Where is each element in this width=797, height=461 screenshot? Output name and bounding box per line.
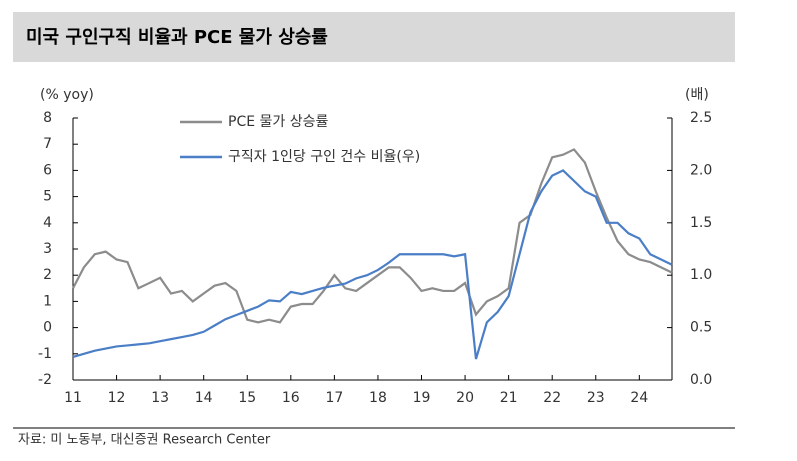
source: 자료: 미 노동부, 대신증권 Research Center [18, 433, 271, 448]
y2-tick-label: 2.5 [690, 110, 712, 126]
x-tick-label: 21 [500, 390, 518, 406]
y2-tick-label: 0.0 [690, 372, 712, 388]
title-bar [13, 12, 735, 62]
y-tick-label: 7 [43, 136, 52, 152]
x-tick-label: 22 [543, 390, 561, 406]
legend-label: 구직자 1인당 구인 건수 비율(우) [228, 149, 420, 165]
x-tick-label: 11 [64, 390, 82, 406]
y-tick-label: -1 [38, 346, 52, 362]
chart-title: 미국 구인구직 비율과 PCE 물가 상승률 [26, 27, 328, 48]
series-line [72, 148, 673, 324]
y2-tick-label: 2.0 [690, 162, 712, 178]
series-line [72, 169, 673, 360]
x-tick-label: 17 [325, 390, 343, 406]
legend-label: PCE 물가 상승률 [228, 114, 328, 130]
y2-axis-label: (배) [685, 87, 709, 103]
x-tick-label: 19 [413, 390, 431, 406]
y-tick-label: 4 [43, 215, 52, 231]
x-tick-label: 15 [238, 390, 256, 406]
y-tick-label: 3 [43, 241, 52, 257]
x-tick-label: 24 [630, 390, 648, 406]
x-tick-label: 13 [151, 390, 169, 406]
x-tick-label: 18 [369, 390, 387, 406]
y-tick-label: 2 [43, 267, 52, 283]
y2-tick-label: 1.0 [690, 267, 712, 283]
x-tick-label: 16 [282, 390, 300, 406]
x-tick-label: 23 [587, 390, 605, 406]
y-tick-label: 0 [43, 320, 52, 336]
y-tick-label: 5 [43, 189, 52, 205]
y2-tick-label: 0.5 [690, 320, 712, 336]
y-tick-label: -2 [38, 372, 52, 388]
x-tick-label: 14 [195, 390, 213, 406]
y-tick-label: 6 [43, 162, 52, 178]
y-tick-label: 8 [43, 110, 52, 126]
y-axis-label: (% yoy) [40, 87, 94, 103]
y-tick-label: 1 [43, 293, 52, 309]
y2-tick-label: 1.5 [690, 215, 712, 231]
x-tick-label: 20 [456, 390, 474, 406]
x-tick-label: 12 [108, 390, 126, 406]
